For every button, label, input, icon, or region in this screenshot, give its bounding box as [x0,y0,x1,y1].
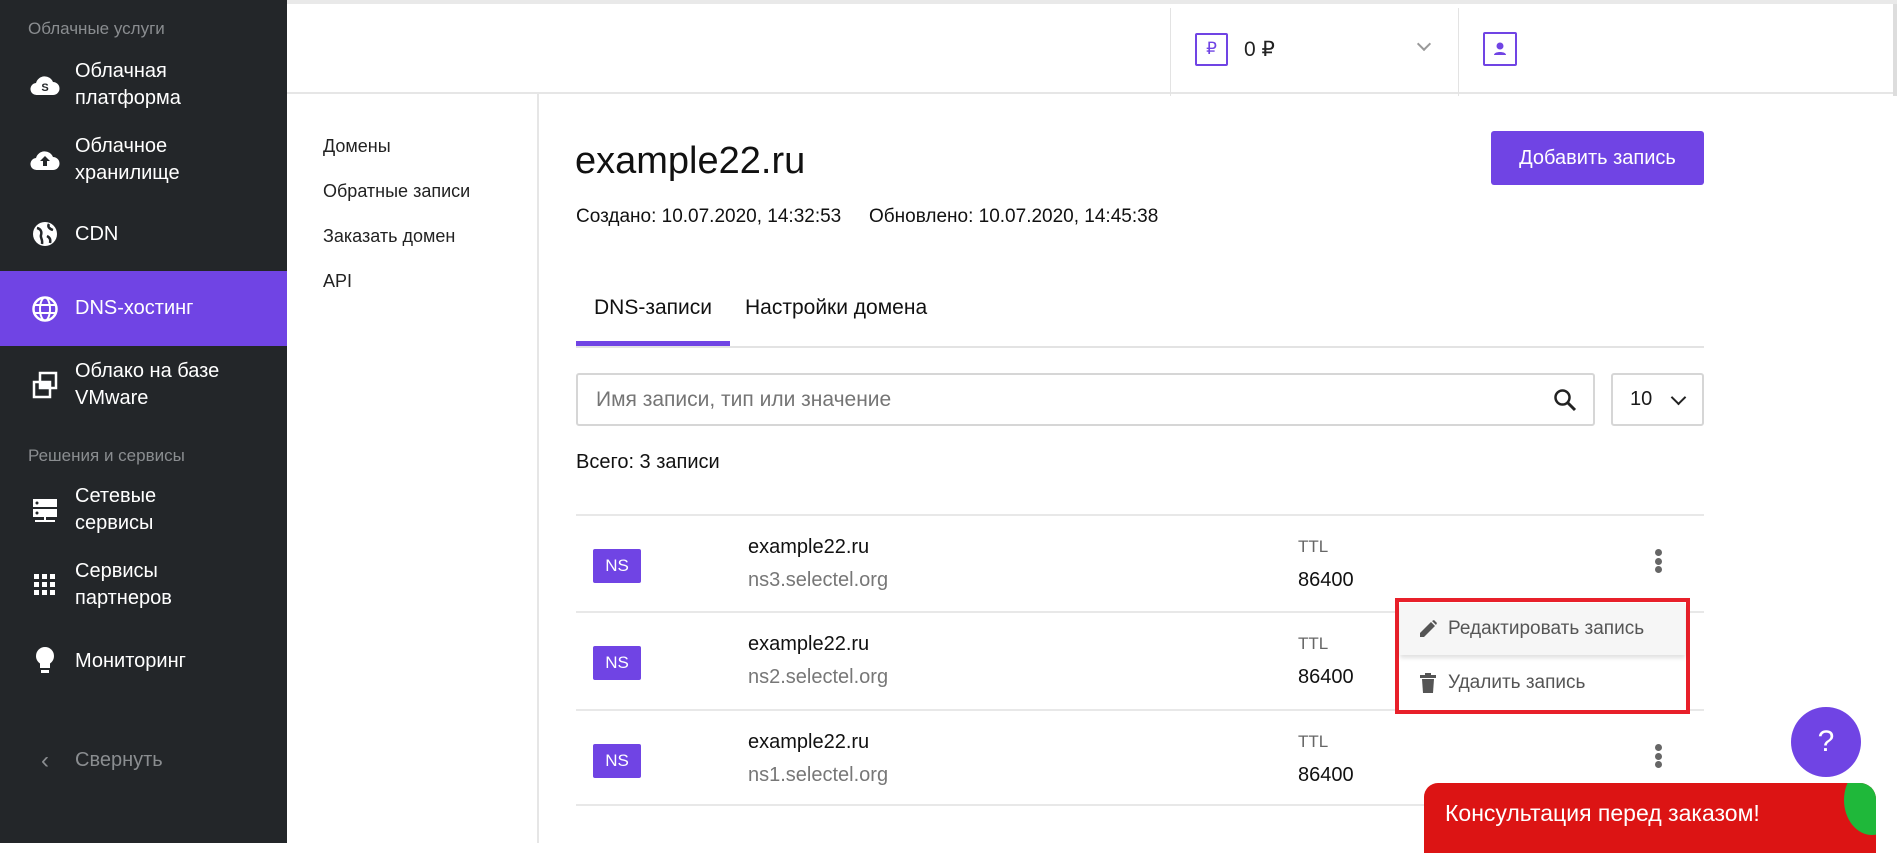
table-row: NS example22.ru ns1.selectel.org TTL 864… [576,709,1704,806]
tab-dns-records[interactable]: DNS-записи [576,296,730,346]
record-value: ns2.selectel.org [748,666,889,688]
label: Свернуть [75,748,163,771]
record-name: example22.ru [748,536,870,558]
user-icon [1494,42,1506,55]
record-name: example22.ru [748,731,870,753]
ttl-value: 86400 [1298,569,1354,591]
sidebar-item-cloud-platform[interactable]: S Облачная платформа [0,56,287,114]
section-label: Решения и сервисы [28,446,185,465]
label: Мониторинг [75,649,186,672]
web-icon [28,292,62,326]
record-context-menu: Редактировать запись Удалить запись [1395,598,1690,714]
scrollbar[interactable] [1893,4,1897,96]
ruble-icon: ₽ [1195,32,1228,66]
divider [1170,8,1171,96]
page-size-value: 10 [1630,388,1653,410]
ttl-label: TTL [1298,537,1329,556]
cloud-s-icon: S [28,68,62,102]
vmware-icon [28,368,62,402]
lightbulb-icon [28,644,62,678]
collapse-sidebar-button[interactable]: ‹ Свернуть [0,742,287,778]
label: Облачная [75,60,167,82]
record-value: ns1.selectel.org [748,764,889,786]
menu-item-edit[interactable]: Редактировать запись [1400,603,1685,655]
chevron-left-icon: ‹ [41,746,49,774]
sidebar-item-vmware[interactable]: Облако на базе VMware [0,356,287,414]
table-row: NS example22.ru ns3.selectel.org TTL 864… [576,514,1704,611]
user-account-button[interactable] [1483,32,1517,66]
menu-item-label: Удалить запись [1448,672,1586,693]
balance-value: 0 ₽ [1244,37,1275,61]
sidebar-item-monitoring[interactable]: Мониторинг [0,641,287,681]
top-bar: ₽ 0 ₽ [287,0,1897,96]
more-vert-icon[interactable] [1646,546,1670,576]
sidebar-item-network-services[interactable]: Сетевые сервисы [0,481,287,539]
more-vert-icon[interactable] [1646,741,1670,771]
help-button[interactable]: ? [1791,707,1861,777]
ttl-value: 86400 [1298,764,1354,786]
label: VMware [75,387,149,409]
label: Сетевые [75,485,157,507]
globe-icon [28,217,62,251]
ttl-value: 86400 [1298,666,1354,688]
chevron-down-icon [1416,36,1432,52]
consultation-banner[interactable]: Консультация перед заказом! [1424,783,1876,853]
sidebar-item-cloud-storage[interactable]: Облачное хранилище [0,131,287,189]
record-type-badge: NS [593,549,641,583]
sidebar-item-dns-hosting[interactable]: DNS-хостинг [0,271,287,346]
label: платформа [75,87,181,109]
label: Облако на базе [75,360,220,382]
subnav-reverse-records[interactable]: Обратные записи [323,181,471,201]
ttl-label: TTL [1298,732,1329,751]
add-record-button[interactable]: Добавить запись [1491,131,1704,185]
domain-subnav: Домены Обратные записи Заказать домен AP… [287,94,539,843]
page-title: example22.ru [575,140,806,182]
record-type-badge: NS [593,744,641,778]
label: CDN [75,222,119,245]
tabs-divider [576,346,1704,348]
menu-item-delete[interactable]: Удалить запись [1400,658,1685,708]
created-date: Создано: 10.07.2020, 14:32:53 [576,206,842,227]
apps-grid-icon [28,568,62,602]
record-name: example22.ru [748,633,870,655]
table-row: NS example22.ru ns2.selectel.org TTL 864… [576,611,1704,708]
search-field[interactable] [576,373,1595,426]
cloud-upload-icon [28,143,62,177]
banner-text: Консультация перед заказом! [1445,800,1760,826]
label: партнеров [75,587,172,609]
chat-decoration [1844,783,1876,835]
record-type-badge: NS [593,646,641,680]
section-label: Облачные услуги [28,19,165,38]
label: хранилище [75,162,180,184]
record-value: ns3.selectel.org [748,569,889,591]
sidebar: Облачные услуги S Облачная платформа Обла… [0,0,287,843]
subnav-domains[interactable]: Домены [323,136,391,156]
search-icon[interactable] [1553,388,1577,412]
label: DNS-хостинг [75,297,194,319]
label: Облачное [75,135,168,157]
ttl-label: TTL [1298,634,1329,653]
menu-item-label: Редактировать запись [1448,618,1645,639]
balance-dropdown[interactable]: ₽ 0 ₽ [1195,32,1459,66]
subnav-api[interactable]: API [323,271,353,291]
tab-label: DNS-записи [594,296,712,319]
svg-text:S: S [41,82,48,94]
divider [1458,8,1459,96]
tab-domain-settings[interactable]: Настройки домена [745,296,928,319]
page-size-select[interactable]: 10 [1611,373,1704,426]
label: сервисы [75,512,154,534]
updated-date: Обновлено: 10.07.2020, 14:45:38 [869,206,1159,227]
server-icon [28,493,62,527]
label: Сервисы [75,560,158,582]
pencil-icon [1420,620,1437,637]
search-input[interactable] [578,375,1478,424]
chevron-down-icon [1670,389,1687,406]
subnav-order-domain[interactable]: Заказать домен [323,226,456,246]
trash-icon [1420,673,1436,693]
sidebar-item-cdn[interactable]: CDN [0,214,287,254]
records-total: Всего: 3 записи [576,451,720,473]
sidebar-item-partner-services[interactable]: Сервисы партнеров [0,556,287,614]
